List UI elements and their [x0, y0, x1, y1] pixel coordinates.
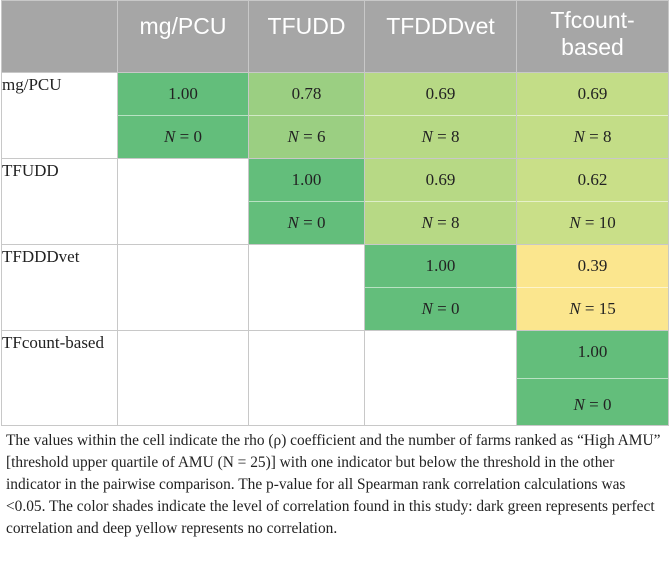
table-row: TFDDDvet 1.00 N = 0 0.39 N = 15: [1, 244, 669, 331]
empty-cell: [117, 330, 249, 426]
farm-count-symbol: N: [573, 395, 585, 414]
farm-count-symbol: N: [421, 299, 433, 318]
farm-count: N = 15: [517, 287, 668, 330]
correlation-cell: 0.69 N = 8: [364, 158, 517, 245]
farm-count-symbol: N: [421, 213, 433, 232]
rho-value: 1.00: [291, 170, 322, 189]
column-header: mg/PCU: [117, 0, 249, 73]
correlation-cell: 0.78 N = 6: [248, 72, 365, 159]
empty-cell: [364, 330, 517, 426]
column-header-label: mg/PCU: [139, 13, 227, 39]
correlation-cell: 0.62 N = 10: [516, 158, 669, 245]
empty-cell: [117, 244, 249, 331]
farm-count-symbol: N: [569, 213, 581, 232]
column-header: TFUDD: [248, 0, 365, 73]
column-header: TFDDDvet: [364, 0, 517, 73]
farm-count-value: = 8: [437, 213, 460, 232]
rho-value: 0.69: [425, 84, 456, 103]
table-body: mg/PCU 1.00 N = 0 0.78 N = 6 0.69 N = 8 0.69 N =…: [1, 72, 669, 426]
farm-count-value: = 10: [584, 213, 616, 232]
rho-value: 1.00: [577, 342, 608, 361]
rho-value: 1.00: [425, 256, 456, 275]
farm-count-value: = 15: [584, 299, 616, 318]
farm-count-value: = 8: [589, 127, 612, 146]
correlation-cell: 0.69 N = 8: [516, 72, 669, 159]
farm-count-symbol: N: [569, 299, 581, 318]
rho-value: 0.39: [577, 256, 608, 275]
row-header: mg/PCU: [1, 72, 118, 159]
correlation-cell: 1.00 N = 0: [364, 244, 517, 331]
correlation-cell: 0.69 N = 8: [364, 72, 517, 159]
column-header: Tfcount-based: [516, 0, 669, 73]
farm-count-value: = 0: [589, 395, 612, 414]
farm-count-symbol: N: [421, 127, 433, 146]
empty-cell: [117, 158, 249, 245]
farm-count: N = 8: [517, 115, 668, 158]
table-row: TFUDD 1.00 N = 0 0.69 N = 8 0.62 N = 10: [1, 158, 669, 245]
rho-value: 0.78: [291, 84, 322, 103]
farm-count: N = 0: [517, 378, 668, 425]
column-header-label: TFDDDvet: [386, 13, 495, 39]
row-header: TFcount-based: [1, 330, 118, 426]
header-corner: [1, 0, 118, 73]
row-header: TFUDD: [1, 158, 118, 245]
farm-count: N = 0: [118, 115, 248, 158]
column-header-label: Tfcount-based: [550, 7, 635, 60]
rho-value: 0.69: [425, 170, 456, 189]
correlation-cell: 1.00 N = 0: [248, 158, 365, 245]
correlation-cell: 0.39 N = 15: [516, 244, 669, 331]
table-row: TFcount-based 1.00 N = 0: [1, 330, 669, 426]
farm-count-value: = 6: [303, 127, 326, 146]
correlation-cell: 1.00 N = 0: [516, 330, 669, 426]
empty-cell: [248, 244, 365, 331]
farm-count: N = 0: [249, 201, 364, 244]
farm-count-value: = 0: [179, 127, 202, 146]
farm-count: N = 8: [365, 201, 516, 244]
row-header: TFDDDvet: [1, 244, 118, 331]
farm-count-symbol: N: [287, 127, 299, 146]
farm-count: N = 6: [249, 115, 364, 158]
column-header-label: TFUDD: [267, 13, 346, 39]
table-row: mg/PCU 1.00 N = 0 0.78 N = 6 0.69 N = 8 0.69 N =…: [1, 72, 669, 159]
correlation-cell: 1.00 N = 0: [117, 72, 249, 159]
farm-count-value: = 8: [437, 127, 460, 146]
table-footnote: The values within the cell indicate the …: [6, 432, 661, 537]
rho-value: 0.69: [577, 84, 608, 103]
empty-cell: [248, 330, 365, 426]
table-header: mg/PCU TFUDD TFDDDvet Tfcount-based: [1, 0, 669, 73]
farm-count: N = 8: [365, 115, 516, 158]
farm-count-value: = 0: [303, 213, 326, 232]
farm-count: N = 10: [517, 201, 668, 244]
farm-count: N = 0: [365, 287, 516, 330]
farm-count-symbol: N: [573, 127, 585, 146]
correlation-table: mg/PCU TFUDD TFDDDvet Tfcount-based mg/P…: [1, 0, 669, 426]
farm-count-value: = 0: [437, 299, 460, 318]
rho-value: 0.62: [577, 170, 608, 189]
farm-count-symbol: N: [287, 213, 299, 232]
rho-value: 1.00: [168, 84, 198, 103]
farm-count-symbol: N: [164, 127, 176, 146]
